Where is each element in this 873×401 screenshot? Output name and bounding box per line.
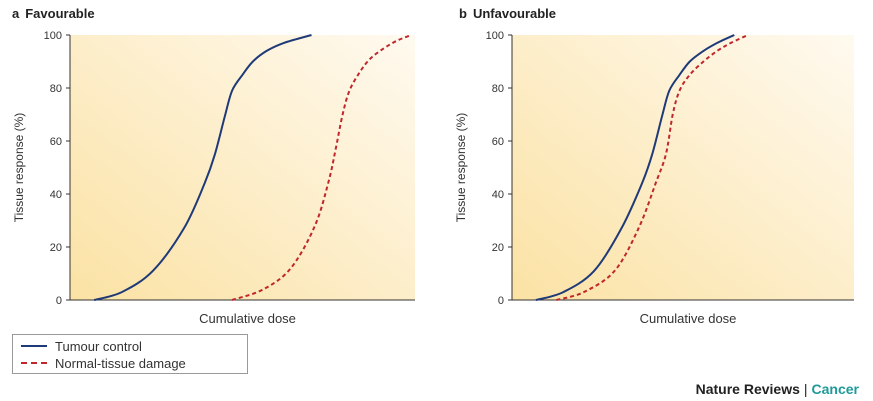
brand-cancer: Cancer <box>811 381 859 397</box>
y-tick-label-b-20: 20 <box>492 242 504 254</box>
x-axis-label-b: Cumulative dose <box>640 311 737 326</box>
y-tick-label-b-100: 100 <box>486 30 504 42</box>
y-tick-label-a-0: 0 <box>56 295 62 307</box>
y-tick-label-b-40: 40 <box>492 189 504 201</box>
panel-title-a: a Favourable <box>12 6 95 21</box>
y-tick-label-a-60: 60 <box>50 136 62 148</box>
series-line-a-normal-tissue-damage <box>231 34 412 301</box>
y-axis-label-a: Tissue response (%) <box>12 113 26 223</box>
legend: Tumour control Normal-tissue damage <box>12 334 248 374</box>
brand-separator: | <box>803 381 808 397</box>
y-tick-label-b-60: 60 <box>492 136 504 148</box>
legend-item-normal-tissue-damage: Normal-tissue damage <box>21 355 186 371</box>
plot-area-a <box>70 35 415 300</box>
legend-label-normal-tissue-damage: Normal-tissue damage <box>55 355 186 371</box>
y-tick-label-a-20: 20 <box>50 242 62 254</box>
panel-a: 0 20 40 60 80 100 a Favourable Cumulative dose Ti… <box>12 6 415 326</box>
y-axis-label-b: Tissue response (%) <box>454 113 468 223</box>
legend-swatch-solid <box>21 345 47 347</box>
series-line-a-tumour-control <box>93 34 312 301</box>
x-axis-label-a: Cumulative dose <box>199 311 296 326</box>
y-tick-label-a-80: 80 <box>50 83 62 95</box>
y-tick-label-b-0: 0 <box>498 295 504 307</box>
panel-title-text-a: Favourable <box>25 6 94 21</box>
panel-b: 0 20 40 60 80 100 b Unfavourable Cumulative dose… <box>454 6 854 326</box>
panel-letter-b: b <box>459 6 467 21</box>
plot-area-b <box>512 35 854 300</box>
series-line-b-tumour-control <box>535 34 735 301</box>
legend-label-tumour-control: Tumour control <box>55 338 142 354</box>
panel-title-text-b: Unfavourable <box>473 6 556 21</box>
legend-swatch-dashed <box>21 362 47 364</box>
y-tick-label-a-100: 100 <box>44 30 62 42</box>
brand-nature-reviews: Nature Reviews <box>695 381 800 397</box>
panel-title-b: b Unfavourable <box>459 6 556 21</box>
y-tick-label-b-80: 80 <box>492 83 504 95</box>
journal-brand: Nature Reviews | Cancer <box>696 381 859 397</box>
series-line-b-normal-tissue-damage <box>556 34 749 301</box>
legend-item-tumour-control: Tumour control <box>21 338 142 354</box>
y-tick-label-a-40: 40 <box>50 189 62 201</box>
panel-letter-a: a <box>12 6 20 21</box>
